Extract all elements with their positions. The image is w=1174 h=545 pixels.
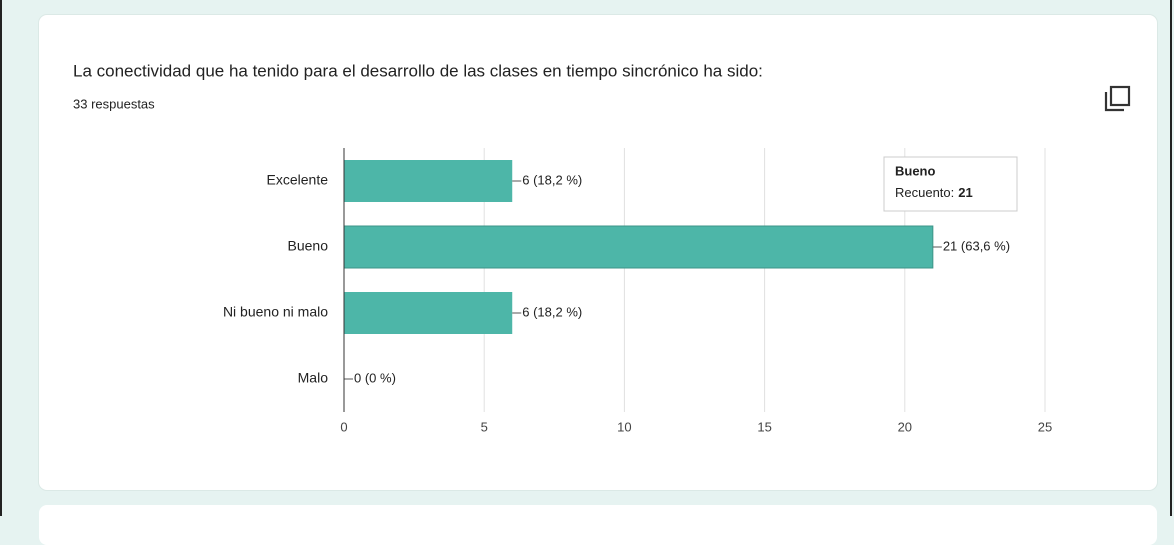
question-title: La conectividad que ha tenido para el de… xyxy=(73,61,763,80)
x-tick-label: 15 xyxy=(757,419,771,434)
chart: La conectividad que ha tenido para el de… xyxy=(73,61,1131,434)
tooltip-title: Bueno xyxy=(895,163,936,178)
y-tick-label: Bueno xyxy=(288,238,329,254)
tooltip-label-text: Recuento: xyxy=(895,185,954,200)
bar xyxy=(344,292,513,334)
tooltip-box xyxy=(883,156,1018,212)
y-tick-label: Malo xyxy=(298,370,329,386)
data-label: 0 (0 %) xyxy=(354,370,396,385)
y-tick-label: Ni bueno ni malo xyxy=(223,304,328,320)
tooltip-label: Recuento: 21 xyxy=(895,185,973,200)
x-tick-label: 10 xyxy=(617,419,631,434)
tooltip: Bueno Recuento: 21 xyxy=(883,156,1018,212)
x-tick-label: 20 xyxy=(898,419,912,434)
tooltip-value: 21 xyxy=(958,185,972,200)
x-tick-label: 0 xyxy=(340,419,347,434)
bar xyxy=(344,160,513,202)
copy-icon[interactable] xyxy=(1104,85,1131,112)
x-tick-label: 25 xyxy=(1038,419,1052,434)
y-tick-label: Excelente xyxy=(267,172,329,188)
data-label: 21 (63,6 %) xyxy=(943,238,1010,253)
response-count: 33 respuestas xyxy=(73,96,155,111)
bar xyxy=(343,225,934,269)
data-label: 6 (18,2 %) xyxy=(522,304,582,319)
x-tick-label: 5 xyxy=(481,419,488,434)
data-label: 6 (18,2 %) xyxy=(522,172,582,187)
